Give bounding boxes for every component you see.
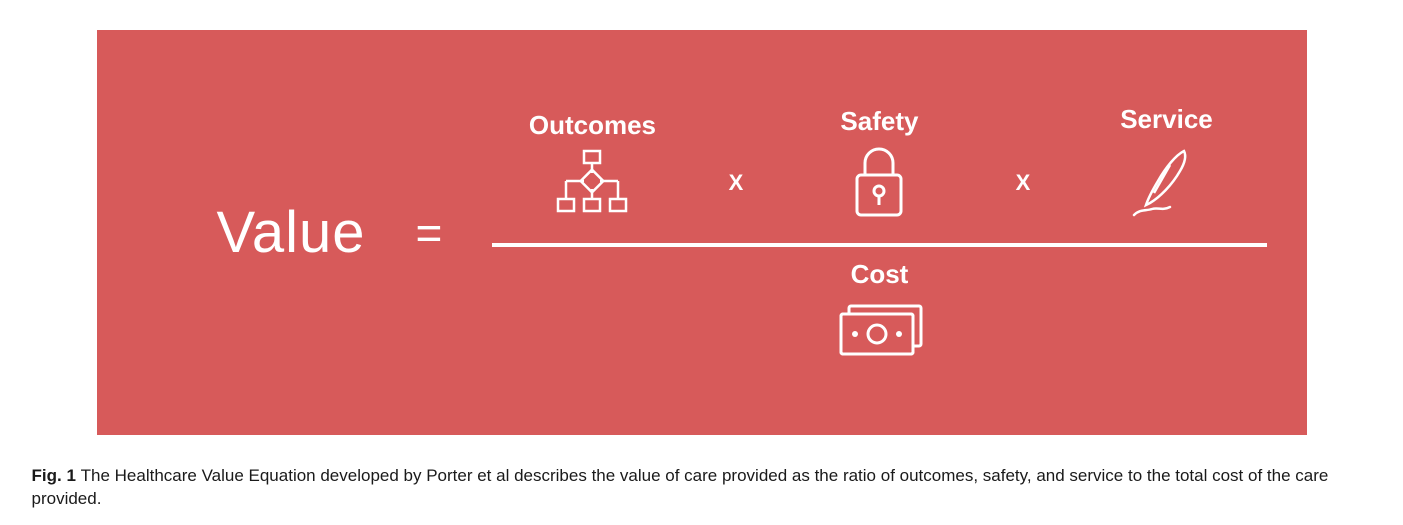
flowchart-icon xyxy=(546,149,638,217)
numerator: Outcomes xyxy=(492,104,1266,243)
term-label: Safety xyxy=(840,106,918,137)
term-outcomes: Outcomes xyxy=(512,110,672,217)
figure-caption: Fig. 1 The Healthcare Value Equation dev… xyxy=(32,465,1372,511)
multiply-operator: X xyxy=(1016,170,1031,196)
caption-text: The Healthcare Value Equation developed … xyxy=(32,466,1329,508)
term-safety: Safety xyxy=(799,106,959,221)
fraction: Outcomes xyxy=(492,104,1266,362)
term-label: Service xyxy=(1120,104,1213,135)
lock-icon xyxy=(847,145,911,221)
equals-sign: = xyxy=(416,206,443,260)
term-service: Service xyxy=(1086,104,1246,223)
value-label: Value xyxy=(217,199,366,266)
term-label: Cost xyxy=(851,259,909,290)
term-label: Outcomes xyxy=(529,110,656,141)
caption-label: Fig. 1 xyxy=(32,466,81,485)
quill-icon xyxy=(1126,143,1206,223)
denominator: Cost xyxy=(492,247,1266,362)
multiply-operator: X xyxy=(729,170,744,196)
money-icon xyxy=(829,298,929,362)
value-equation-figure: Value = Outcomes xyxy=(97,30,1307,435)
